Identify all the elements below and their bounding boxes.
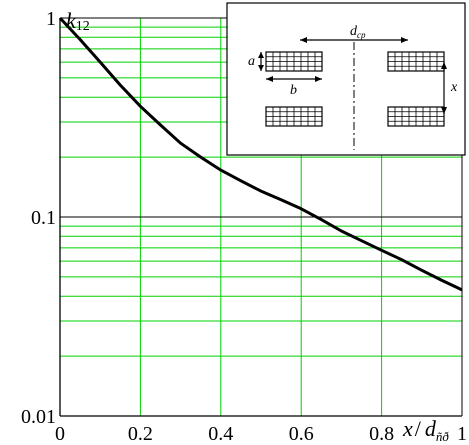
x-tick-label: 0.4 xyxy=(208,423,233,445)
x-tick-label: 0.6 xyxy=(289,423,314,445)
b-arrow-right xyxy=(315,76,322,82)
y-tick-label: 0.1 xyxy=(31,207,56,229)
x-tick-label: 0.8 xyxy=(369,423,394,445)
y-tick-label: 1 xyxy=(46,8,56,30)
coil-block xyxy=(265,51,323,72)
dcp-arrow-left xyxy=(300,37,307,43)
x-tick-label: 1 xyxy=(457,423,467,445)
tick-labels: 0 0.2 0.4 0.6 0.8 1 1 0.1 0.01 xyxy=(21,8,467,445)
coil-block xyxy=(387,106,445,127)
x-arrow-bottom xyxy=(441,107,447,114)
x-axis-label: x/dñð xyxy=(402,416,449,444)
x-tick-label: 0 xyxy=(55,423,65,445)
a-label: a xyxy=(248,54,255,69)
series-line xyxy=(58,16,463,292)
x-arrow-top xyxy=(441,62,447,69)
dcp-arrow-right xyxy=(401,37,408,43)
a-arrow-bottom xyxy=(258,65,264,71)
series xyxy=(58,16,463,292)
y-axis-label-sub: 12 xyxy=(76,19,90,34)
y-axis-label: k12 xyxy=(66,8,90,34)
x-label: x xyxy=(450,80,458,95)
coil-block xyxy=(387,51,445,72)
inset-frame xyxy=(226,2,466,156)
y-tick-label: 0.01 xyxy=(21,406,56,428)
inset-diagram: dcp a b x xyxy=(226,2,466,156)
b-label: b xyxy=(290,83,297,98)
dcp-label: dcp xyxy=(350,24,366,40)
coil-block xyxy=(265,106,323,127)
coil-blocks xyxy=(265,51,445,127)
b-arrow-left xyxy=(266,76,273,82)
x-tick-label: 0.2 xyxy=(128,423,153,445)
a-arrow-top xyxy=(258,52,264,58)
